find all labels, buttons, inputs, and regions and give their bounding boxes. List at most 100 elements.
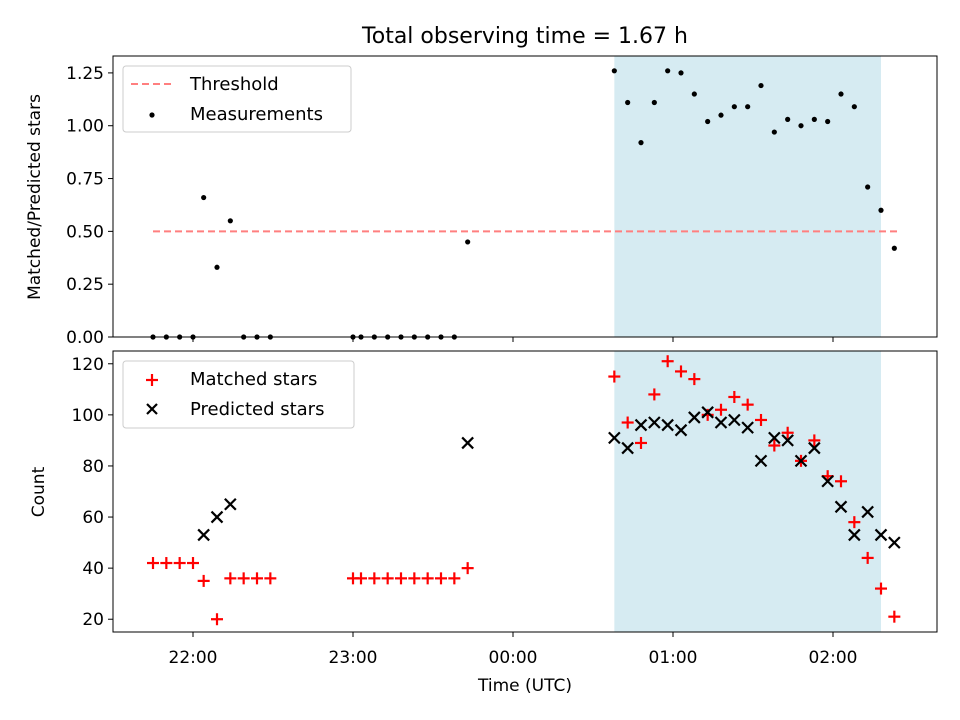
matched-star-point: [355, 572, 367, 585]
matched-star-point: [264, 572, 277, 585]
measurement-point: [865, 184, 871, 190]
x-tick-label: 00:00: [489, 648, 538, 668]
legend-matched-label: Matched stars: [190, 369, 317, 390]
matched-star-point: [187, 557, 199, 570]
measurement-point: [771, 129, 777, 135]
predicted-star-point: [861, 505, 874, 519]
predicted-star-point: [754, 454, 768, 468]
legend-measurements-label: Measurements: [190, 104, 323, 125]
x-tick-label: 02:00: [809, 648, 858, 668]
matched-star-point: [211, 613, 223, 626]
predicted-star-point: [701, 406, 714, 419]
matched-star-point: [875, 582, 887, 595]
measurement-point: [651, 99, 657, 106]
top-y-ticks: 0.00 0.25 0.50 0.75 1.00 1.25: [66, 64, 113, 348]
matched-star-point: [661, 355, 674, 368]
measurement-point: [878, 207, 884, 213]
matched-star-point: [251, 572, 263, 585]
matched-star-point: [888, 610, 901, 623]
measurement-point: [718, 112, 724, 118]
matched-star-point: [608, 370, 621, 383]
matched-star-point: [173, 557, 186, 570]
bottom-axes-frame: [112, 350, 938, 633]
matched-star-point: [160, 557, 173, 570]
predicted-star-point: [648, 416, 661, 429]
bottom-shaded-region: [614, 351, 881, 632]
legend-predicted-swatch: [146, 403, 158, 415]
top-y-tick-label: 0.25: [66, 275, 104, 295]
predicted-star-point: [688, 411, 701, 424]
measurement-point: [731, 104, 737, 110]
matched-star-point: [755, 413, 767, 426]
measurement-point: [758, 82, 764, 89]
top-title: Total observing time = 1.67 h: [361, 24, 688, 49]
top-legend-box: [122, 65, 352, 133]
matched-star-point: [197, 574, 210, 587]
bottom-y-tick-label: 20: [82, 610, 104, 630]
matched-star-point: [381, 572, 394, 585]
measurement-point: [214, 264, 220, 270]
bottom-y-tick-label: 80: [82, 457, 104, 477]
top-y-tick-label: 1.25: [66, 64, 104, 84]
matched-star-point: [395, 572, 407, 585]
top-y-tick-label: 1.00: [66, 117, 104, 137]
measurement-point: [638, 140, 644, 146]
predicted-star-point: [634, 418, 648, 432]
predicted-star-point: [741, 421, 754, 434]
predicted-star-point: [728, 413, 741, 427]
top-panel: 0.00 0.25 0.50 0.75 1.00 1.25 Total observing…: [25, 24, 938, 348]
x-tick-label: 01:00: [649, 648, 698, 668]
matched-star-point: [768, 439, 781, 452]
measurement-point: [678, 70, 684, 76]
bottom-y-ticks: 20 40 60 80 100 120: [72, 355, 113, 630]
measurement-point: [785, 116, 791, 122]
matched-star-point: [861, 551, 874, 564]
matched-star-point: [741, 398, 754, 411]
measurement-point: [851, 104, 857, 110]
measurement-point: [227, 218, 233, 224]
predicted-star-point: [224, 497, 237, 511]
predicted-star-point: [781, 434, 794, 447]
matched-star-point: [435, 572, 447, 585]
top-y-tick-label: 0.50: [66, 222, 104, 242]
predicted-star-point: [808, 441, 821, 455]
bottom-legend: Matched stars Predicted stars: [122, 360, 355, 429]
predicted-star-point: [714, 416, 728, 429]
predicted-star-point: [834, 500, 848, 514]
measurement-point: [625, 99, 631, 106]
bottom-points-layer: [147, 355, 901, 626]
matched-star-point: [848, 516, 861, 529]
matched-star-point: [808, 434, 821, 447]
top-y-label: Matched/Predicted stars: [25, 94, 45, 300]
top-y-tick-label: 0.75: [66, 170, 104, 190]
matched-star-point: [635, 436, 647, 449]
top-legend: Threshold Measurements: [122, 65, 352, 133]
matched-star-point: [715, 403, 727, 416]
matched-star-point: [688, 373, 701, 386]
matched-star-point: [224, 572, 237, 585]
bottom-x-ticks: 22:00 23:00 00:00 01:00 02:00: [169, 632, 858, 668]
top-axes-frame: [112, 55, 938, 338]
legend-threshold-label: Threshold: [189, 74, 279, 95]
legend-matched-swatch: [146, 374, 158, 386]
bottom-y-tick-label: 40: [82, 559, 104, 579]
bottom-y-tick-label: 60: [82, 508, 104, 528]
bottom-legend-box: [122, 360, 355, 429]
predicted-star-point: [848, 528, 861, 542]
measurement-point: [825, 118, 831, 125]
measurement-point: [811, 116, 817, 122]
matched-star-point: [728, 390, 741, 403]
bottom-shaded-region-layer: [614, 351, 881, 632]
x-tick-label: 23:00: [329, 648, 378, 668]
predicted-star-point: [621, 441, 634, 455]
predicted-star-point: [674, 423, 688, 437]
matched-star-point: [448, 572, 461, 585]
top-x-ticks: [192, 337, 834, 342]
matched-star-point: [675, 365, 687, 378]
predicted-star-point: [461, 436, 474, 450]
predicted-star-point: [197, 528, 210, 542]
predicted-star-point: [874, 528, 888, 542]
x-tick-label: 22:00: [169, 648, 218, 668]
measurement-point: [705, 118, 711, 125]
